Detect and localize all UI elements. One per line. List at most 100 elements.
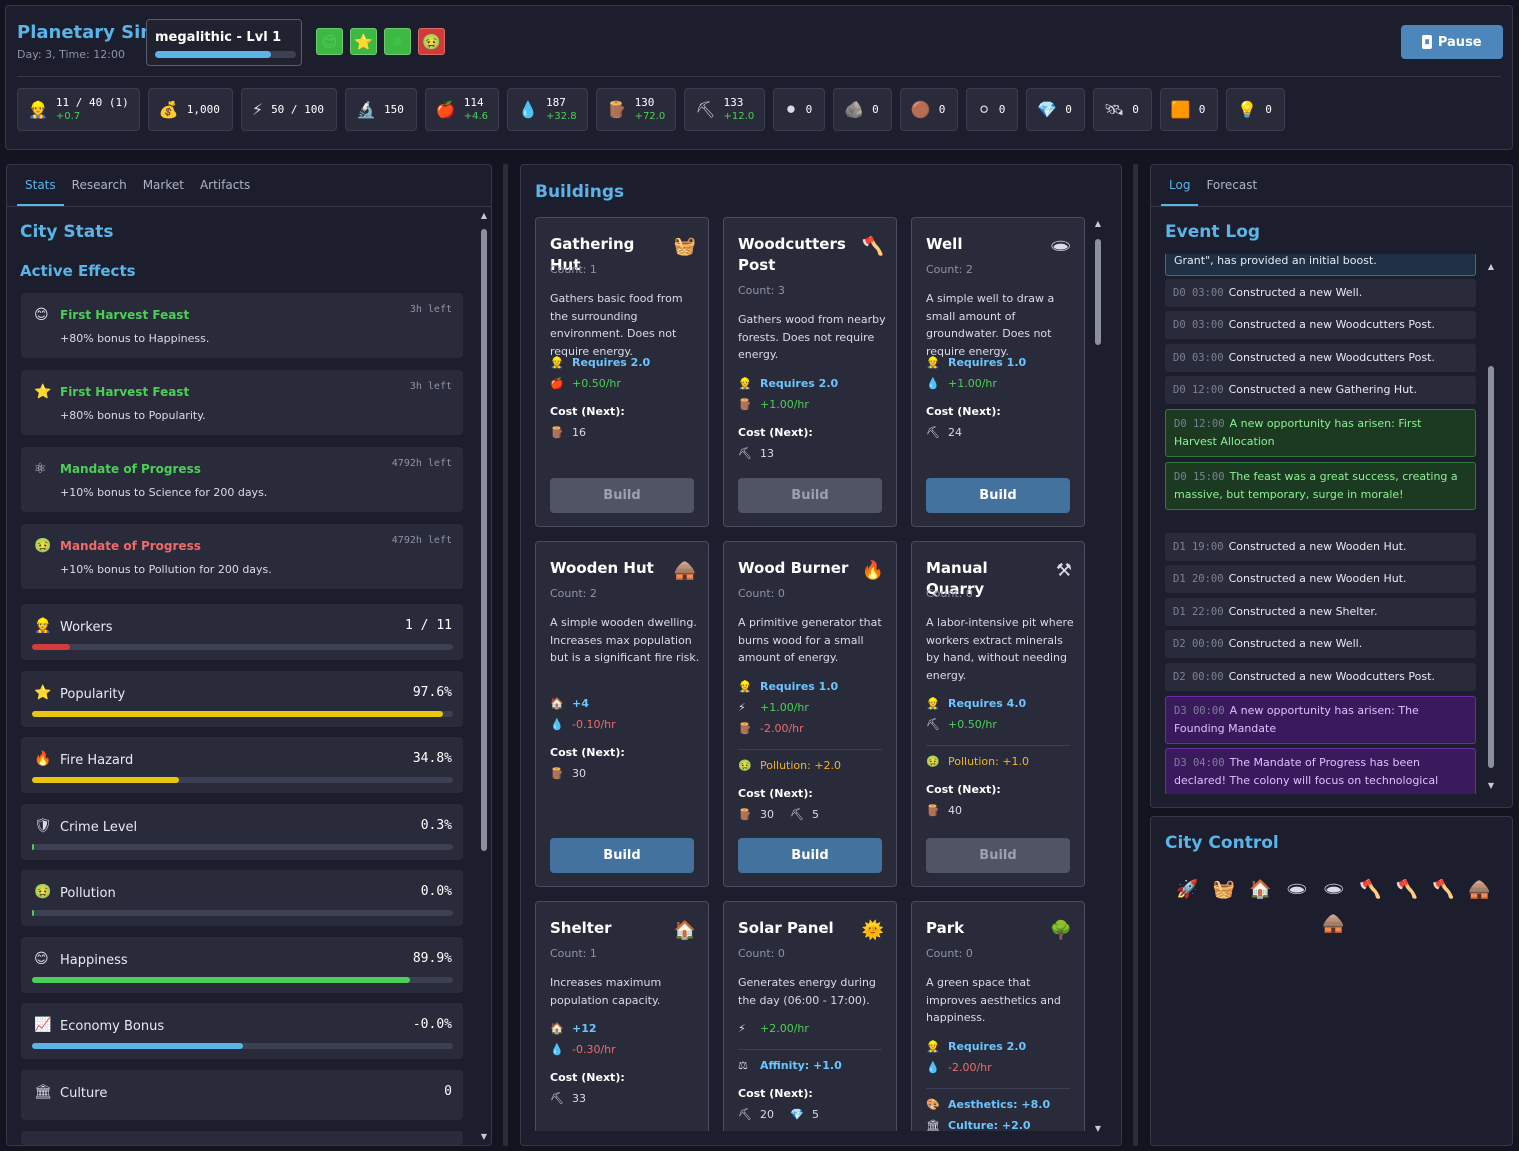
cost-label: Cost (Next):	[738, 1087, 813, 1101]
scroll-thumb[interactable]	[481, 229, 487, 851]
hut-icon[interactable]: 🛖	[1322, 913, 1345, 934]
stat-name: Pollution	[60, 886, 116, 901]
stat-text: +0.50/hr	[948, 718, 997, 732]
resource-value: 0	[872, 102, 879, 116]
resource-values: 11 / 40 (1) +0.7	[56, 96, 129, 123]
pause-label: Pause	[1437, 34, 1482, 50]
stat-bar-fill	[32, 644, 70, 650]
tab-stats[interactable]: Stats	[17, 165, 64, 206]
era-progress-bar	[155, 51, 296, 58]
tree-icon: 🌳	[1049, 920, 1072, 941]
left-tabs: Stats Research Market Artifacts	[7, 165, 491, 207]
resource-rate: +32.8	[545, 111, 577, 122]
scroll-up-icon[interactable]: ▲	[1487, 262, 1495, 271]
stat-bar-fill	[32, 843, 34, 850]
log-entry: D0 03:00 Constructed a new Woodcutters Po…	[1165, 311, 1476, 340]
resource-value: 11 / 40 (1)	[55, 96, 129, 109]
building-card-solar-panel: Solar Panel 🌞 Count: 0 Generates energy dur…	[723, 901, 897, 1131]
log-text: A new opportunity has arisen: The Foundi…	[1174, 703, 1419, 735]
hole-icon[interactable]: 🕳	[1322, 879, 1346, 900]
log-time: D0 15:00	[1174, 470, 1225, 483]
fire-icon: 🔥	[861, 560, 884, 581]
log-entry: D0 15:00 The feast was a great success, c…	[1165, 461, 1476, 510]
stat-bar-fill	[32, 777, 179, 783]
stat-name: Fire Hazard	[60, 753, 134, 768]
build-button[interactable]: Build	[738, 838, 882, 873]
build-button[interactable]: Build	[926, 838, 1070, 873]
building-stat-line: 🪵 -2.00/hr	[738, 722, 804, 735]
axe-icon[interactable]: 🪓	[1395, 879, 1418, 900]
stat-value: 34.8%	[412, 751, 452, 766]
tab-market[interactable]: Market	[142, 178, 184, 192]
buildings-scrollbar[interactable]: ▲ ▼	[1093, 219, 1103, 1133]
stat-icon: 👷	[738, 679, 752, 693]
scroll-down-icon[interactable]: ▼	[1094, 1124, 1102, 1133]
tab-log[interactable]: Log	[1161, 165, 1199, 206]
house-icon[interactable]: 🏠	[1249, 879, 1272, 900]
build-button[interactable]: Build	[926, 478, 1070, 513]
building-stat-line: 👷 Requires 4.0	[926, 697, 1026, 710]
log-time: D2 00:00	[1173, 638, 1224, 651]
resource-values: 0	[939, 103, 946, 117]
era-name: megalithic - Lvl 1	[155, 30, 282, 45]
axe-icon[interactable]: 🪓	[1431, 879, 1455, 900]
building-name: Park	[926, 919, 965, 937]
axe-icon[interactable]: 🪓	[1359, 879, 1382, 900]
resource-values: 187 +32.8	[546, 96, 577, 123]
building-description: A primitive generator that burns wood fo…	[738, 616, 882, 665]
stat-bar	[32, 843, 453, 850]
effect-text: Aesthetics: +8.0	[948, 1097, 1051, 1111]
scroll-thumb[interactable]	[1095, 239, 1101, 345]
atom-icon[interactable]: ⚛	[384, 28, 411, 55]
shield-icon: 🛡	[34, 817, 52, 834]
tab-research[interactable]: Research	[71, 178, 127, 192]
log-entry: D3 04:00 The Mandate of Progress has been…	[1165, 748, 1476, 794]
sick-face-icon[interactable]: 🤢	[418, 28, 445, 55]
microscope-icon: 🔬	[356, 100, 376, 119]
pause-button[interactable]: ⏸ Pause	[1401, 25, 1503, 59]
log-entry: D1 19:00 Constructed a new Wooden Hut.	[1165, 532, 1476, 561]
build-button[interactable]: Build	[550, 838, 694, 873]
basket-icon[interactable]: 🧺	[1212, 879, 1235, 900]
stat-value: 0.0%	[420, 884, 452, 899]
rocket-icon[interactable]: 🚀	[1176, 879, 1199, 900]
stat-name: Culture	[60, 1085, 108, 1101]
effect-text: Culture: +2.0	[948, 1118, 1031, 1131]
building-stat-line: 💧 +1.00/hr	[926, 377, 997, 390]
building-stat-line: 🪵 +1.00/hr	[738, 398, 809, 411]
stat-icon: 👷	[926, 1039, 940, 1053]
effect-text: Pollution: +2.0	[760, 758, 842, 772]
scroll-down-icon[interactable]: ▼	[1487, 781, 1495, 790]
scroll-thumb[interactable]	[1488, 366, 1494, 768]
building-name: Shelter	[550, 919, 612, 937]
stat-name: Crime Level	[60, 819, 138, 835]
building-stat-line: 👷 Requires 1.0	[926, 356, 1026, 369]
stat-bar	[32, 910, 453, 916]
resource-value: 130	[634, 96, 655, 109]
scroll-up-icon[interactable]: ▲	[1094, 219, 1102, 228]
effect-icon: 🤢	[738, 758, 752, 772]
divider	[738, 1049, 882, 1051]
star-icon[interactable]: ⭐	[350, 28, 377, 55]
build-button[interactable]: Build	[738, 478, 882, 513]
resize-handle-right[interactable]	[1133, 164, 1138, 1146]
log-scrollbar[interactable]: ▲ ▼	[1486, 262, 1496, 790]
build-button[interactable]: Build	[550, 478, 694, 513]
scroll-up-icon[interactable]: ▲	[480, 211, 488, 220]
resize-handle-left[interactable]	[503, 164, 508, 1146]
apple-icon: 🍎	[435, 100, 456, 119]
hut-icon[interactable]: 🛖	[1468, 879, 1491, 900]
stats-scrollbar[interactable]: ▲ ▼	[479, 211, 489, 1141]
stone-icon: 🪨	[844, 100, 865, 119]
stat-happiness: 😊 Happiness 89.9%	[21, 936, 463, 993]
tab-forecast[interactable]: Forecast	[1206, 178, 1258, 192]
happiness-icon[interactable]: 😊	[316, 28, 343, 55]
resource-value: 187	[545, 96, 566, 109]
building-description: Gathers basic food from the surrounding …	[550, 292, 683, 358]
resource-values: 0	[806, 103, 813, 117]
resource-microscope: 🔬 150	[345, 88, 417, 131]
resource-value: 0	[805, 102, 813, 116]
hole-icon[interactable]: 🕳	[1285, 879, 1309, 900]
scroll-down-icon[interactable]: ▼	[480, 1132, 488, 1141]
tab-artifacts[interactable]: Artifacts	[199, 178, 251, 192]
